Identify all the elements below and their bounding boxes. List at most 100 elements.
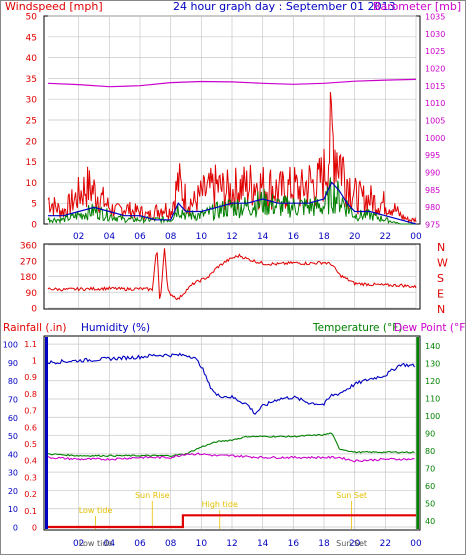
x-tick-label: 10 bbox=[196, 232, 208, 242]
x-tick-label: 06 bbox=[134, 232, 146, 242]
temperature-tick-label: 90 bbox=[425, 430, 435, 439]
barometer-tick-label: 1000 bbox=[425, 134, 445, 143]
rain-tick-label: 1 bbox=[32, 357, 37, 366]
wind-tick-label: 50 bbox=[26, 13, 38, 23]
bottom-event-label: Sun Set bbox=[336, 539, 367, 548]
rain-tick-label: 0.7 bbox=[24, 407, 37, 416]
x-tick-label: 18 bbox=[318, 539, 330, 549]
x-tick-label: 22 bbox=[380, 232, 391, 242]
temperature-tick-label: 80 bbox=[425, 447, 435, 456]
event-label: Low tide bbox=[79, 506, 113, 515]
humidity-tick-label: 100 bbox=[3, 341, 18, 350]
humidity-tick-label: 10 bbox=[8, 505, 18, 514]
temp-axis-bar bbox=[416, 337, 419, 529]
humidity-tick-label: 80 bbox=[8, 377, 18, 386]
x-tick-label: 00 bbox=[410, 232, 422, 242]
bottom-event-label: Low tide bbox=[79, 539, 113, 548]
humidity-tick-label: 30 bbox=[8, 469, 18, 478]
direction-tick-label: 360 bbox=[20, 242, 37, 252]
x-tick-label: 12 bbox=[226, 232, 237, 242]
direction-tick-label: 90 bbox=[26, 289, 38, 299]
temperature-tick-label: 100 bbox=[425, 412, 440, 421]
wind-tick-label: 40 bbox=[26, 54, 38, 64]
wind-axis-title: Windspeed [mph] bbox=[5, 1, 103, 13]
wind-tick-label: 0 bbox=[31, 221, 37, 231]
x-tick-label: 04 bbox=[104, 232, 116, 242]
rain-tick-label: 0.5 bbox=[24, 440, 37, 449]
rain-tick-label: 0.1 bbox=[24, 507, 37, 516]
barometer-tick-label: 1030 bbox=[425, 30, 445, 39]
x-tick-label: 16 bbox=[288, 539, 300, 549]
rain-tick-label: 0.8 bbox=[24, 390, 37, 399]
humidity-tick-label: 90 bbox=[8, 359, 18, 368]
event-label: Sun Rise bbox=[135, 491, 170, 500]
wind-direction-series bbox=[47, 248, 417, 301]
rain-tick-label: 0.2 bbox=[24, 490, 37, 499]
temperature-tick-label: 120 bbox=[425, 377, 440, 386]
rain-axis-title: Rainfall (.in) bbox=[3, 322, 66, 334]
event-label: High tide bbox=[202, 500, 238, 509]
x-tick-label: 22 bbox=[380, 539, 391, 549]
direction-tick-label: 0 bbox=[31, 305, 37, 315]
rain-tick-label: 0 bbox=[32, 524, 37, 533]
x-tick-label: 06 bbox=[134, 539, 146, 549]
humidity-tick-label: 50 bbox=[8, 432, 18, 441]
wind-speed-series bbox=[47, 177, 416, 225]
compass-label: W bbox=[437, 257, 448, 270]
wind-tick-label: 20 bbox=[26, 137, 38, 147]
temperature-axis-title: Temperature (°F) bbox=[312, 322, 402, 334]
wind-tick-label: 35 bbox=[26, 75, 37, 85]
direction-panel bbox=[43, 243, 421, 310]
x-tick-label: 02 bbox=[73, 539, 84, 549]
humidity-panel bbox=[43, 335, 421, 531]
direction-tick-label: 270 bbox=[20, 257, 37, 267]
barometer-tick-label: 1025 bbox=[425, 47, 445, 56]
humidity-axis-bar bbox=[45, 337, 48, 529]
x-tick-label: 20 bbox=[349, 539, 361, 549]
x-tick-label: 08 bbox=[165, 539, 177, 549]
rainfall-series bbox=[48, 514, 416, 529]
x-tick-label: 08 bbox=[165, 232, 177, 242]
x-tick-label: 16 bbox=[288, 232, 300, 242]
barometer-tick-label: 990 bbox=[425, 169, 440, 178]
chart-title: 24 hour graph day : September 01 2013 bbox=[173, 1, 396, 13]
compass-label: E bbox=[437, 288, 444, 301]
x-tick-label: 04 bbox=[104, 539, 116, 549]
temperature-tick-label: 60 bbox=[425, 482, 435, 491]
event-label: Sun Set bbox=[336, 491, 367, 500]
rain-tick-label: 0.9 bbox=[24, 373, 37, 382]
temperature-tick-label: 130 bbox=[425, 360, 440, 369]
compass-label: N bbox=[437, 241, 445, 254]
humidity-tick-label: 0 bbox=[13, 524, 18, 533]
rain-tick-label: 0.6 bbox=[24, 423, 37, 432]
wind-tick-label: 45 bbox=[26, 33, 37, 43]
dewpoint-axis-title: Dew Point (°F) bbox=[394, 322, 466, 334]
temperature-tick-label: 140 bbox=[425, 342, 440, 351]
wind-tick-label: 25 bbox=[26, 117, 37, 127]
barometer-tick-label: 1015 bbox=[425, 82, 445, 91]
barometer-series bbox=[47, 78, 417, 88]
temperature-series bbox=[48, 432, 415, 457]
compass-label: S bbox=[437, 272, 444, 285]
x-tick-label: 12 bbox=[226, 539, 237, 549]
direction-tick-label: 180 bbox=[20, 273, 37, 283]
temperature-tick-label: 50 bbox=[425, 499, 435, 508]
compass-label: N bbox=[437, 303, 445, 316]
humidity-tick-label: 40 bbox=[8, 450, 18, 459]
humidity-axis-title: Humidity (%) bbox=[81, 322, 150, 334]
temperature-tick-label: 110 bbox=[425, 395, 440, 404]
barometer-tick-label: 1035 bbox=[425, 13, 445, 22]
barometer-tick-label: 980 bbox=[425, 203, 440, 212]
dewpoint-series bbox=[47, 452, 415, 463]
humidity-tick-label: 60 bbox=[8, 414, 18, 423]
x-tick-label: 02 bbox=[73, 232, 84, 242]
humidity-series bbox=[47, 352, 415, 415]
x-tick-label: 00 bbox=[410, 539, 422, 549]
x-tick-label: 14 bbox=[257, 232, 269, 242]
x-tick-label: 10 bbox=[196, 539, 208, 549]
humidity-tick-label: 20 bbox=[8, 487, 18, 496]
rain-tick-label: 0.3 bbox=[24, 473, 37, 482]
x-tick-label: 20 bbox=[349, 232, 361, 242]
